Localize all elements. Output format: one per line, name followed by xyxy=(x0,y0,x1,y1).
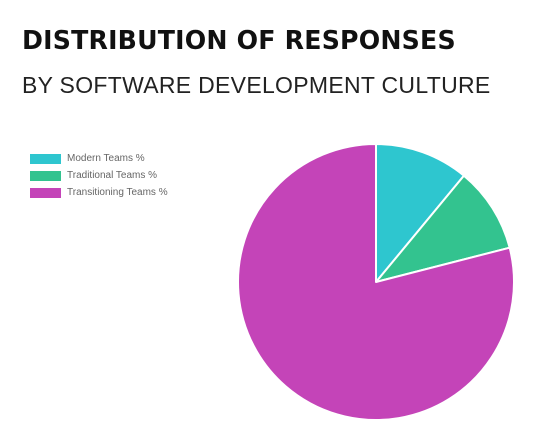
legend-label-modern-teams: Modern Teams % xyxy=(67,153,145,164)
legend-item-traditional-teams[interactable]: Traditional Teams % xyxy=(30,167,168,184)
legend-label-traditional-teams: Traditional Teams % xyxy=(67,170,158,181)
legend-swatch-transitioning-teams xyxy=(30,187,61,198)
legend-item-transitioning-teams[interactable]: Transitioning Teams % xyxy=(30,184,168,201)
legend-item-modern-teams[interactable]: Modern Teams % xyxy=(30,150,168,167)
chart-legend: Modern Teams % Traditional Teams % Trans… xyxy=(30,150,168,201)
chart-title: DISTRIBUTION OF RESPONSES xyxy=(22,26,456,56)
legend-swatch-traditional-teams xyxy=(30,170,61,181)
legend-label-transitioning-teams: Transitioning Teams % xyxy=(67,187,168,198)
pie-slice-modern-teams[interactable] xyxy=(375,143,465,283)
chart-subtitle: BY SOFTWARE DEVELOPMENT CULTURE xyxy=(22,72,491,98)
pie-slices xyxy=(237,143,515,421)
pie-slice-transitioning-teams[interactable] xyxy=(237,143,515,421)
legend-swatch-modern-teams xyxy=(30,153,61,164)
